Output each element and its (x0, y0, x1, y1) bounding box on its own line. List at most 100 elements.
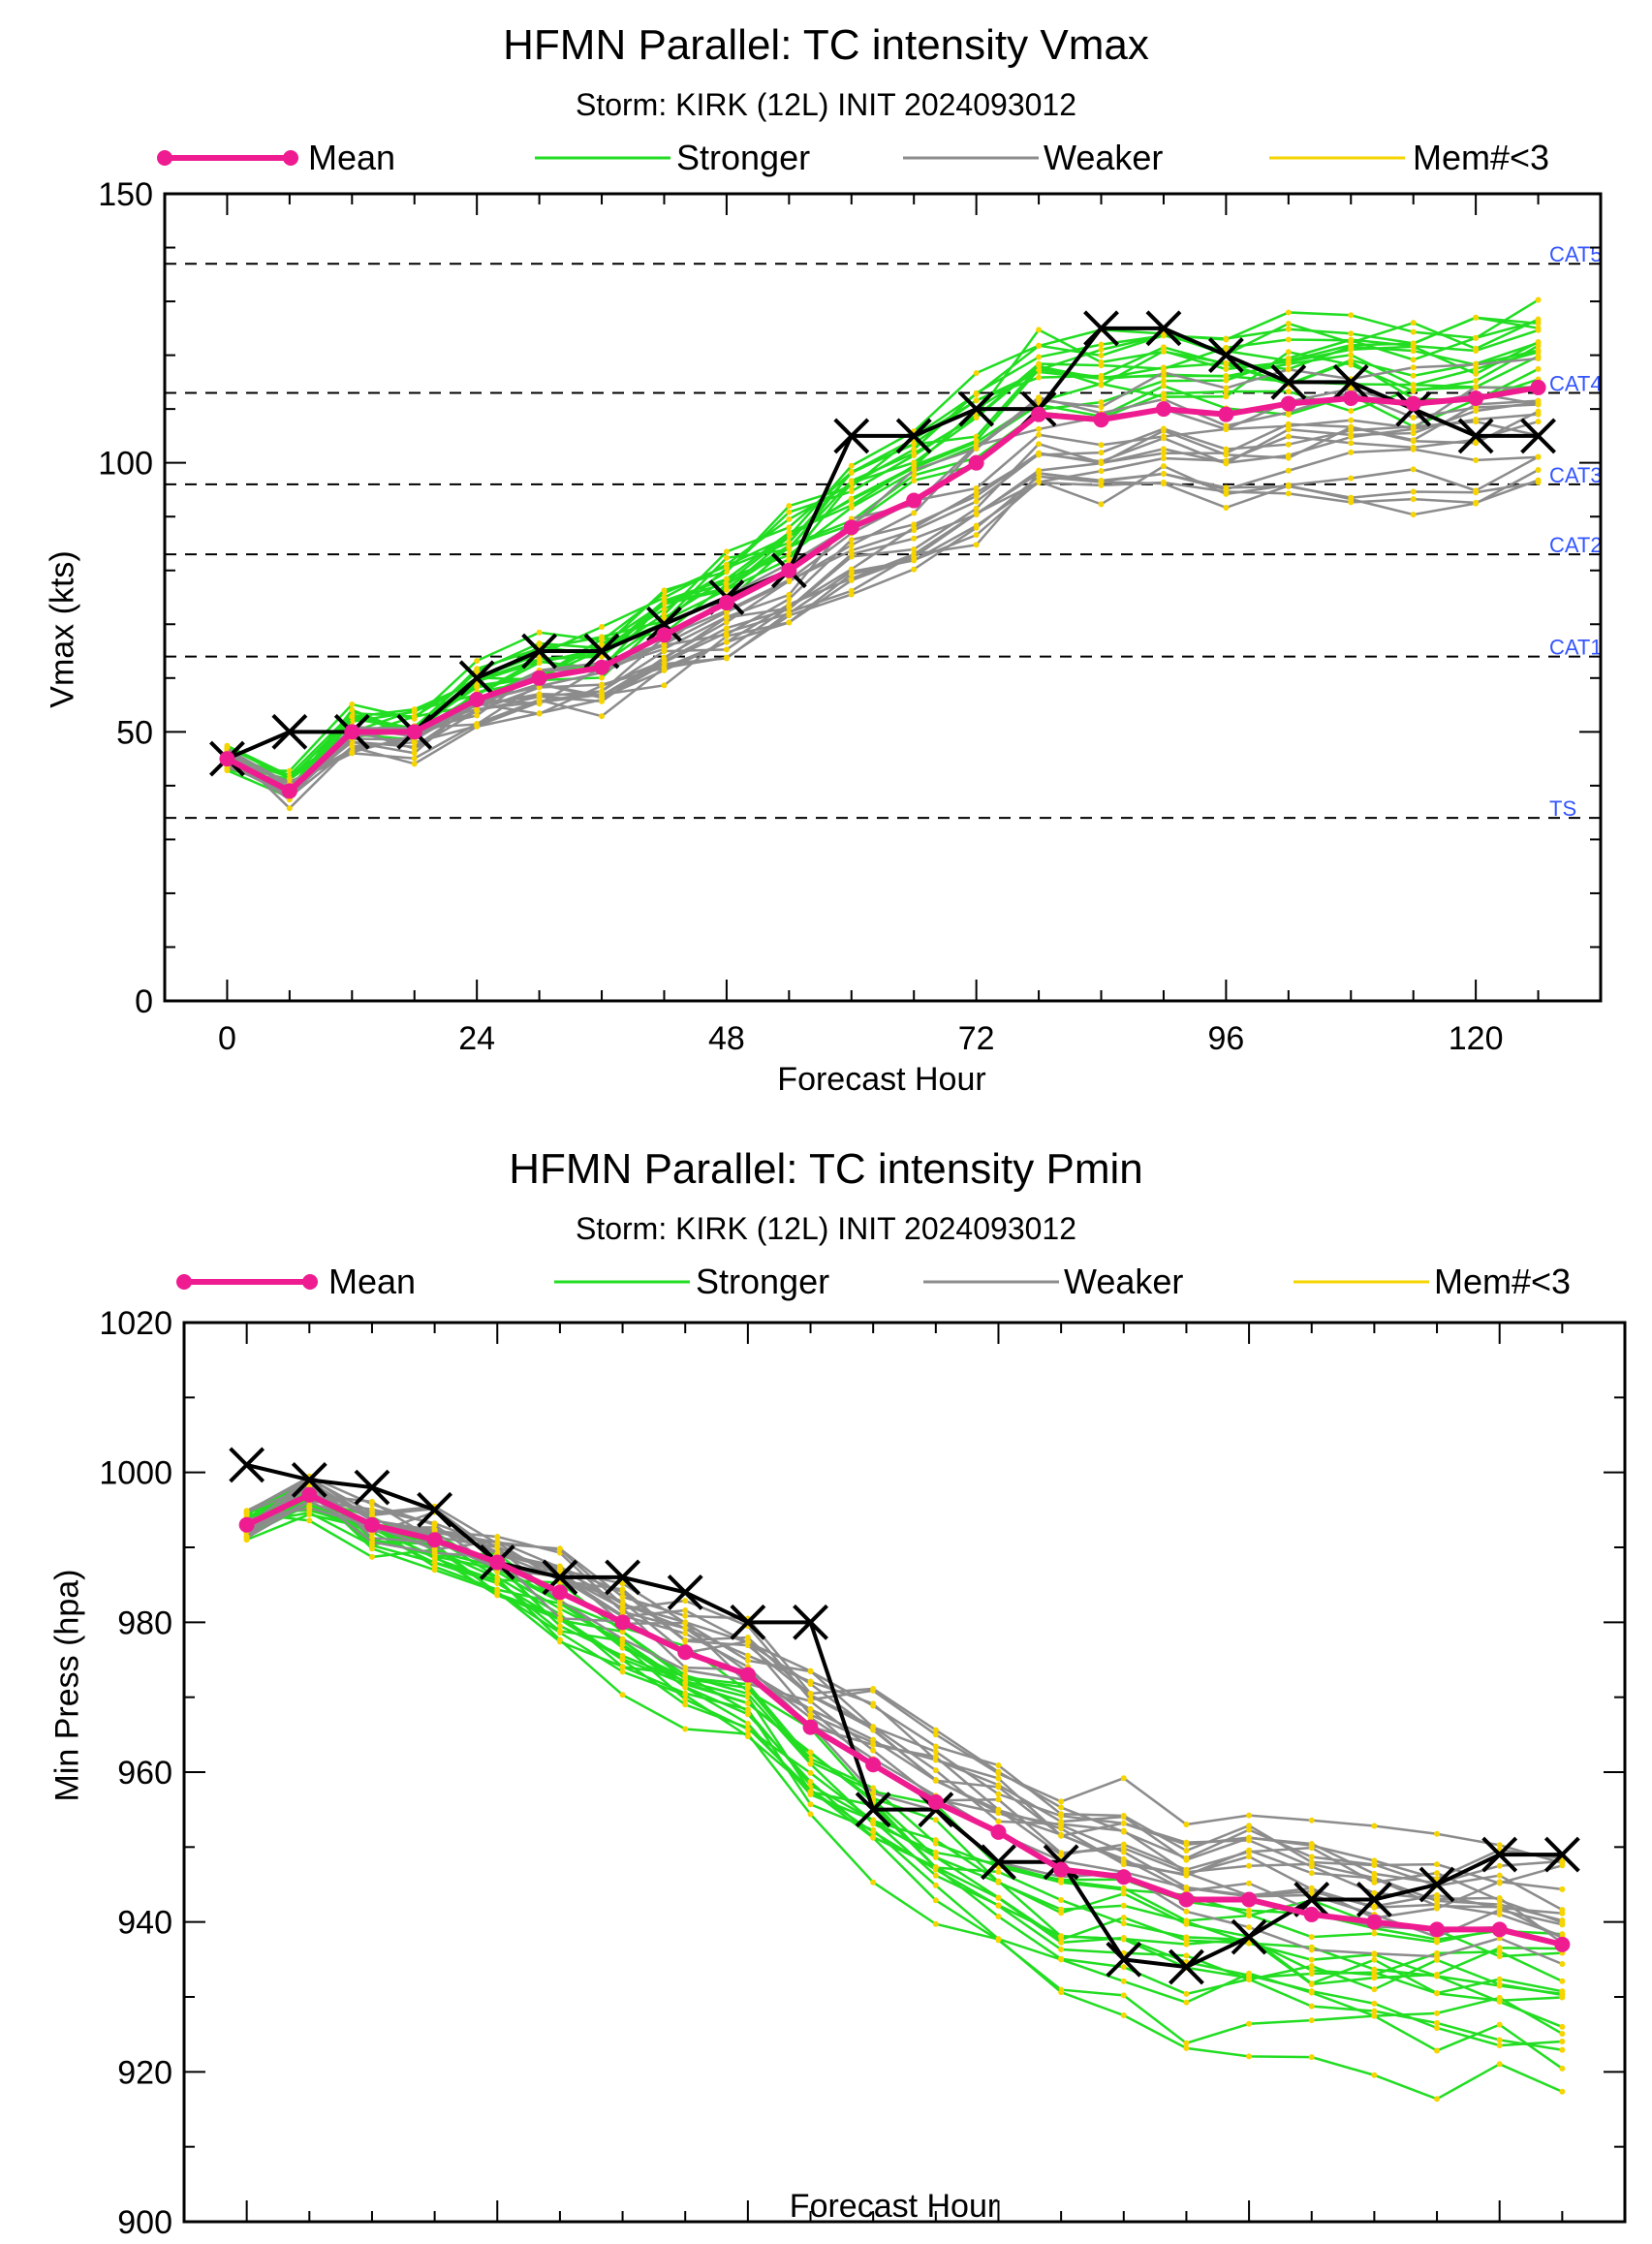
member-point (474, 723, 481, 730)
member-point (1371, 1889, 1378, 1896)
threshold-label-cat4: CAT4 (1549, 371, 1603, 395)
y-tick-label: 940 (117, 1905, 172, 1942)
member-point (1308, 1817, 1315, 1823)
mean-point (426, 1532, 443, 1548)
member-point (1098, 468, 1105, 475)
member-point (1473, 345, 1480, 352)
member-point (1223, 486, 1230, 493)
member-point (1535, 365, 1542, 372)
member-point (661, 648, 668, 655)
member-point (1348, 440, 1355, 447)
member-point (973, 542, 980, 548)
member-point (1473, 487, 1480, 494)
member-point (1285, 358, 1292, 365)
member-point (1058, 1933, 1065, 1940)
member-point (1559, 2065, 1566, 2072)
member-point (932, 1854, 939, 1860)
member-point (1308, 2054, 1315, 2061)
member-point (1246, 1826, 1253, 1833)
member-point (1285, 441, 1292, 448)
best-track-line (226, 326, 1539, 761)
member-point (1371, 1823, 1378, 1829)
x-tick-label: 96 (1207, 1020, 1244, 1057)
member-point (494, 1577, 501, 1584)
member-point (1410, 415, 1417, 421)
member-point (1535, 419, 1542, 425)
member-point (723, 654, 730, 661)
pmin-chart: 02448729612090092094096098010001020 (99, 1274, 1627, 2238)
member-point (1308, 2003, 1315, 2010)
member-point (1223, 385, 1230, 391)
best-track-marker (1356, 1882, 1392, 1917)
member-point (848, 537, 855, 544)
member-point (932, 1849, 939, 1855)
member-point (349, 750, 356, 757)
weaker-member-line (226, 420, 1539, 797)
member-point (1246, 1854, 1253, 1860)
threshold-label-cat2: CAT2 (1549, 533, 1603, 557)
member-point (411, 745, 418, 752)
member-point (1308, 1888, 1315, 1895)
member-point (1410, 512, 1417, 518)
member-point (1308, 1963, 1315, 1970)
member-point (932, 1767, 939, 1774)
stronger-member-line (246, 1503, 1564, 2070)
member-point (848, 480, 855, 486)
member-point (682, 1607, 689, 1614)
member-point (1535, 325, 1542, 331)
mean-point (906, 492, 922, 509)
member-point (1160, 446, 1167, 452)
member-point (1160, 455, 1167, 462)
member-point (973, 532, 980, 539)
member-point (1371, 1975, 1378, 1981)
member-point (786, 509, 793, 515)
member-point (786, 596, 793, 603)
member-point (619, 1605, 626, 1612)
member-point (1410, 382, 1417, 389)
member-point (1473, 370, 1480, 377)
member-point (911, 466, 918, 473)
member-point (744, 1652, 751, 1659)
member-point (411, 761, 418, 767)
member-point (1285, 366, 1292, 373)
member-point (1183, 1952, 1190, 1959)
member-point (494, 1534, 501, 1541)
member-point (1036, 396, 1043, 403)
member-point (1434, 1895, 1441, 1902)
member-point (911, 440, 918, 447)
member-point (306, 1517, 313, 1524)
member-point (619, 1580, 626, 1587)
member-point (1348, 475, 1355, 482)
mean-point (489, 1554, 506, 1571)
member-point (723, 646, 730, 653)
stronger-member-line (246, 1489, 1563, 2051)
mean-point (968, 454, 984, 471)
member-point (1246, 1849, 1253, 1855)
member-point (1120, 1828, 1127, 1835)
member-point (1160, 331, 1167, 338)
member-point (349, 713, 356, 720)
member-point (1098, 399, 1105, 406)
member-point (932, 1748, 939, 1755)
member-point (1371, 1903, 1378, 1910)
best-track-marker (667, 1574, 703, 1610)
best-track-marker (646, 606, 682, 642)
best-track-marker (417, 1491, 453, 1528)
member-point (995, 1878, 1002, 1885)
member-point (723, 633, 730, 639)
member-point (848, 496, 855, 503)
stronger-member-line (226, 320, 1539, 799)
member-point (682, 1630, 689, 1636)
member-point (682, 1726, 689, 1732)
chart-title: HFMN Parallel: TC intensity Pmin (509, 1145, 1143, 1193)
member-point (682, 1667, 689, 1673)
legend-stronger-label: Stronger (676, 138, 811, 177)
member-point (1058, 1852, 1065, 1858)
member-point (1246, 1924, 1253, 1931)
member-point (619, 1594, 626, 1601)
mean-point (1115, 1869, 1132, 1886)
member-point (494, 1586, 501, 1593)
member-point (1036, 441, 1043, 448)
member-point (1308, 1845, 1315, 1852)
member-point (973, 445, 980, 452)
